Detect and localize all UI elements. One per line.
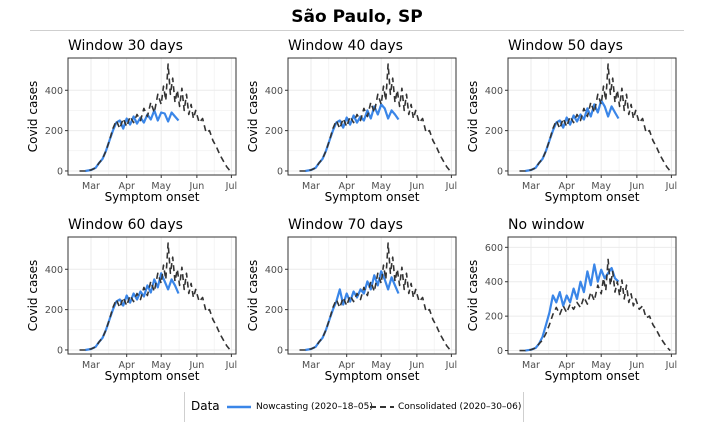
x-tick-label: Mar: [522, 181, 540, 192]
x-tick-label: Mar: [302, 360, 320, 371]
y-axis-label: Covid cases: [26, 260, 40, 331]
y-axis-label: Covid cases: [26, 81, 40, 152]
x-tick-label: Mar: [82, 181, 100, 192]
x-tick-label: Jun: [628, 360, 644, 371]
legend-key-consolidated: [370, 406, 394, 408]
panel-border: [507, 236, 677, 355]
y-tick-label: 200: [265, 305, 283, 316]
x-tick-label: Apr: [558, 181, 575, 192]
x-axis-label: Symptom onset: [105, 190, 200, 204]
y-axis-label: Covid cases: [466, 260, 480, 331]
panel-title: Window 30 days: [68, 38, 183, 54]
panel-title: No window: [508, 217, 585, 233]
y-tick-label: 200: [45, 126, 63, 137]
x-tick-label: May: [591, 360, 611, 371]
y-tick-label: 200: [45, 305, 63, 316]
x-tick-label: Mar: [522, 360, 540, 371]
x-axis-label: Symptom onset: [545, 369, 640, 383]
x-tick-label: May: [151, 181, 171, 192]
panel-6: No window 0 200 400 600 Mar Apr May Jun Jul Sympto…: [466, 217, 677, 383]
y-tick-label: 0: [277, 166, 283, 177]
y-tick-label: 400: [485, 86, 503, 97]
legend-label-consolidated: Consolidated (2020–30–06): [398, 402, 522, 412]
y-tick-label: 0: [497, 166, 503, 177]
x-tick-label: Jul: [225, 360, 237, 371]
x-tick-label: Jun: [408, 181, 424, 192]
panel-3: Window 50 days 0 200 400 Mar Apr May Jun Jul Symp…: [466, 38, 677, 204]
x-tick-label: Jun: [188, 181, 204, 192]
x-tick-label: Jun: [188, 360, 204, 371]
panel-title: Window 40 days: [288, 38, 403, 54]
series-line-consolidated: [79, 242, 231, 351]
x-tick-label: Apr: [118, 360, 135, 371]
x-tick-label: Mar: [302, 181, 320, 192]
y-tick-label: 200: [265, 126, 283, 137]
y-tick-label: 200: [485, 312, 503, 323]
x-tick-label: May: [151, 360, 171, 371]
panel-border: [507, 57, 677, 176]
x-tick-label: Jun: [408, 360, 424, 371]
y-tick-label: 0: [277, 345, 283, 356]
panel-background: [68, 237, 236, 354]
panel-border: [67, 236, 237, 355]
panel-2: Window 40 days 0 200 400 Mar Apr May Jun Jul Symp…: [246, 38, 457, 204]
panel-title: Window 50 days: [508, 38, 623, 54]
x-tick-label: Jul: [225, 181, 237, 192]
y-tick-label: 200: [485, 126, 503, 137]
panel-5: Window 70 days 0 200 400 Mar Apr May Jun Jul Symp…: [246, 217, 457, 383]
y-tick-label: 400: [485, 277, 503, 288]
y-tick-label: 600: [485, 243, 503, 254]
panel-border: [67, 57, 237, 176]
title-divider: [30, 30, 684, 31]
series-line-consolidated: [299, 242, 451, 351]
panel-background: [508, 58, 676, 175]
x-tick-label: Apr: [338, 181, 355, 192]
small-multiples-chart: Window 30 days 0 200 400 Mar Apr May Jun Jul Symp…: [26, 38, 677, 383]
panel-4: Window 60 days 0 200 400 Mar Apr May Jun Jul Symp…: [26, 217, 237, 383]
y-axis-label: Covid cases: [466, 81, 480, 152]
y-tick-label: 0: [57, 345, 63, 356]
legend-title: Data: [191, 399, 220, 413]
x-tick-label: Jul: [665, 360, 677, 371]
x-tick-label: May: [371, 181, 391, 192]
x-axis-label: Symptom onset: [105, 369, 200, 383]
panel-title: Window 60 days: [68, 217, 183, 233]
x-tick-label: Apr: [338, 360, 355, 371]
x-tick-label: Mar: [82, 360, 100, 371]
legend: [184, 392, 524, 422]
x-axis-label: Symptom onset: [325, 369, 420, 383]
y-tick-label: 0: [497, 346, 503, 357]
series-line-consolidated: [79, 63, 231, 172]
y-tick-label: 400: [265, 86, 283, 97]
legend-label-nowcasting: Nowcasting (2020–18–05): [256, 402, 373, 412]
x-tick-label: Apr: [118, 181, 135, 192]
y-tick-label: 400: [45, 86, 63, 97]
series-line-consolidated: [519, 63, 671, 172]
x-tick-label: Jul: [445, 181, 457, 192]
y-axis-label: Covid cases: [246, 260, 260, 331]
panel-border: [287, 57, 457, 176]
x-tick-label: May: [371, 360, 391, 371]
series-line-consolidated: [519, 258, 671, 352]
x-tick-label: Jul: [445, 360, 457, 371]
panel-title: Window 70 days: [288, 217, 403, 233]
x-tick-label: Apr: [558, 360, 575, 371]
y-tick-label: 400: [265, 265, 283, 276]
x-tick-label: Jul: [665, 181, 677, 192]
x-axis-label: Symptom onset: [325, 190, 420, 204]
panel-border: [287, 236, 457, 355]
y-tick-label: 0: [57, 166, 63, 177]
panel-background: [288, 237, 456, 354]
x-axis-label: Symptom onset: [545, 190, 640, 204]
y-axis-label: Covid cases: [246, 81, 260, 152]
y-tick-label: 400: [45, 265, 63, 276]
series-line-consolidated: [299, 63, 451, 172]
x-tick-label: Jun: [628, 181, 644, 192]
figure-title: São Paulo, SP: [291, 7, 423, 27]
panel-1: Window 30 days 0 200 400 Mar Apr May Jun Jul Symp…: [26, 38, 237, 204]
series-line-nowcasting: [525, 263, 620, 352]
x-tick-label: May: [591, 181, 611, 192]
legend-key-nowcasting: [227, 405, 251, 409]
